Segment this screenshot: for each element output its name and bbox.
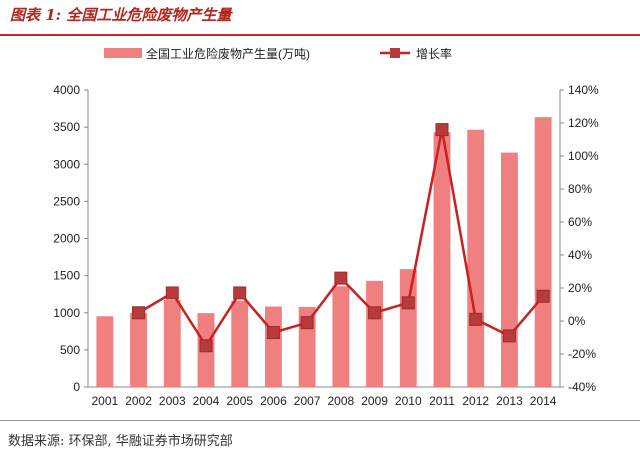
right-tick-label: 40% <box>568 248 592 262</box>
title-divider <box>0 34 640 36</box>
right-tick-label: 120% <box>568 116 599 130</box>
growth-marker <box>435 123 449 137</box>
growth-marker <box>266 326 280 340</box>
x-tick-label: 2005 <box>226 394 253 408</box>
growth-marker <box>300 316 314 330</box>
x-tick-label: 2007 <box>294 394 321 408</box>
bar <box>433 132 451 387</box>
left-tick-label: 3000 <box>53 157 80 171</box>
x-tick-label: 2004 <box>193 394 220 408</box>
left-tick-label: 2500 <box>53 194 80 208</box>
growth-marker <box>502 329 516 343</box>
bar <box>96 316 114 387</box>
growth-marker <box>233 286 247 300</box>
x-tick-label: 2003 <box>159 394 186 408</box>
bar <box>467 129 485 387</box>
left-tick-label: 2000 <box>53 232 80 246</box>
right-tick-label: 140% <box>568 83 599 97</box>
right-tick-label: -20% <box>568 347 596 361</box>
bar <box>534 117 552 387</box>
right-tick-label: 20% <box>568 281 592 295</box>
plot-area: 0 500 1000 1500 2000 2500 3000 3500 4000 -40% -20%… <box>53 83 599 408</box>
bar <box>265 306 282 387</box>
legend-line-marker <box>390 48 400 58</box>
source-note: 数据来源: 环保部, 华融证券市场研究部 <box>8 434 233 449</box>
growth-marker <box>401 296 415 310</box>
growth-marker <box>368 306 382 320</box>
bar <box>130 312 147 387</box>
x-tick-label: 2011 <box>429 394 455 408</box>
x-tick-label: 2013 <box>496 394 523 408</box>
x-tick-label: 2002 <box>125 394 152 408</box>
bar <box>501 152 518 387</box>
right-tick-label: 60% <box>568 215 592 229</box>
legend: 全国工业危险废物产生量(万吨) 增长率 <box>104 46 452 61</box>
growth-marker <box>199 339 213 353</box>
right-tick-label: 100% <box>568 149 599 163</box>
x-tick-label: 2006 <box>260 394 287 408</box>
bar <box>399 269 417 387</box>
left-tick-label: 4000 <box>53 83 80 97</box>
bar <box>231 300 249 387</box>
left-tick-label: 0 <box>73 380 80 394</box>
left-tick-label: 500 <box>60 343 80 357</box>
x-tick-label: 2008 <box>328 394 355 408</box>
bar <box>366 280 383 387</box>
growth-marker <box>536 289 550 303</box>
growth-marker <box>334 271 348 285</box>
chart: 全国工业危险废物产生量(万吨) 增长率 0 500 1000 1500 2000 2500… <box>53 46 599 408</box>
bar <box>332 286 350 387</box>
x-tick-label: 2012 <box>462 394 489 408</box>
legend-bar-swatch <box>104 48 142 58</box>
right-tick-label: 80% <box>568 182 592 196</box>
x-tick-label: 2014 <box>530 394 557 408</box>
left-tick-label: 3500 <box>53 120 80 134</box>
x-tick-label: 2009 <box>361 394 388 408</box>
right-tick-label: -40% <box>568 380 596 394</box>
legend-bar-label: 全国工业危险废物产生量(万吨) <box>146 46 310 61</box>
footer-divider <box>0 420 640 421</box>
x-tick-label: 2010 <box>395 394 422 408</box>
left-tick-label: 1000 <box>53 306 80 320</box>
growth-marker <box>132 306 146 320</box>
figure-title: 图表 1: 全国工业危险废物产生量 <box>10 6 232 24</box>
legend-line-label: 增长率 <box>416 46 452 61</box>
left-tick-label: 1500 <box>53 269 80 283</box>
growth-marker <box>165 286 179 300</box>
right-tick-label: 0% <box>568 314 586 328</box>
bar <box>163 300 181 387</box>
x-tick-label: 2001 <box>92 394 119 408</box>
growth-marker <box>469 312 483 326</box>
